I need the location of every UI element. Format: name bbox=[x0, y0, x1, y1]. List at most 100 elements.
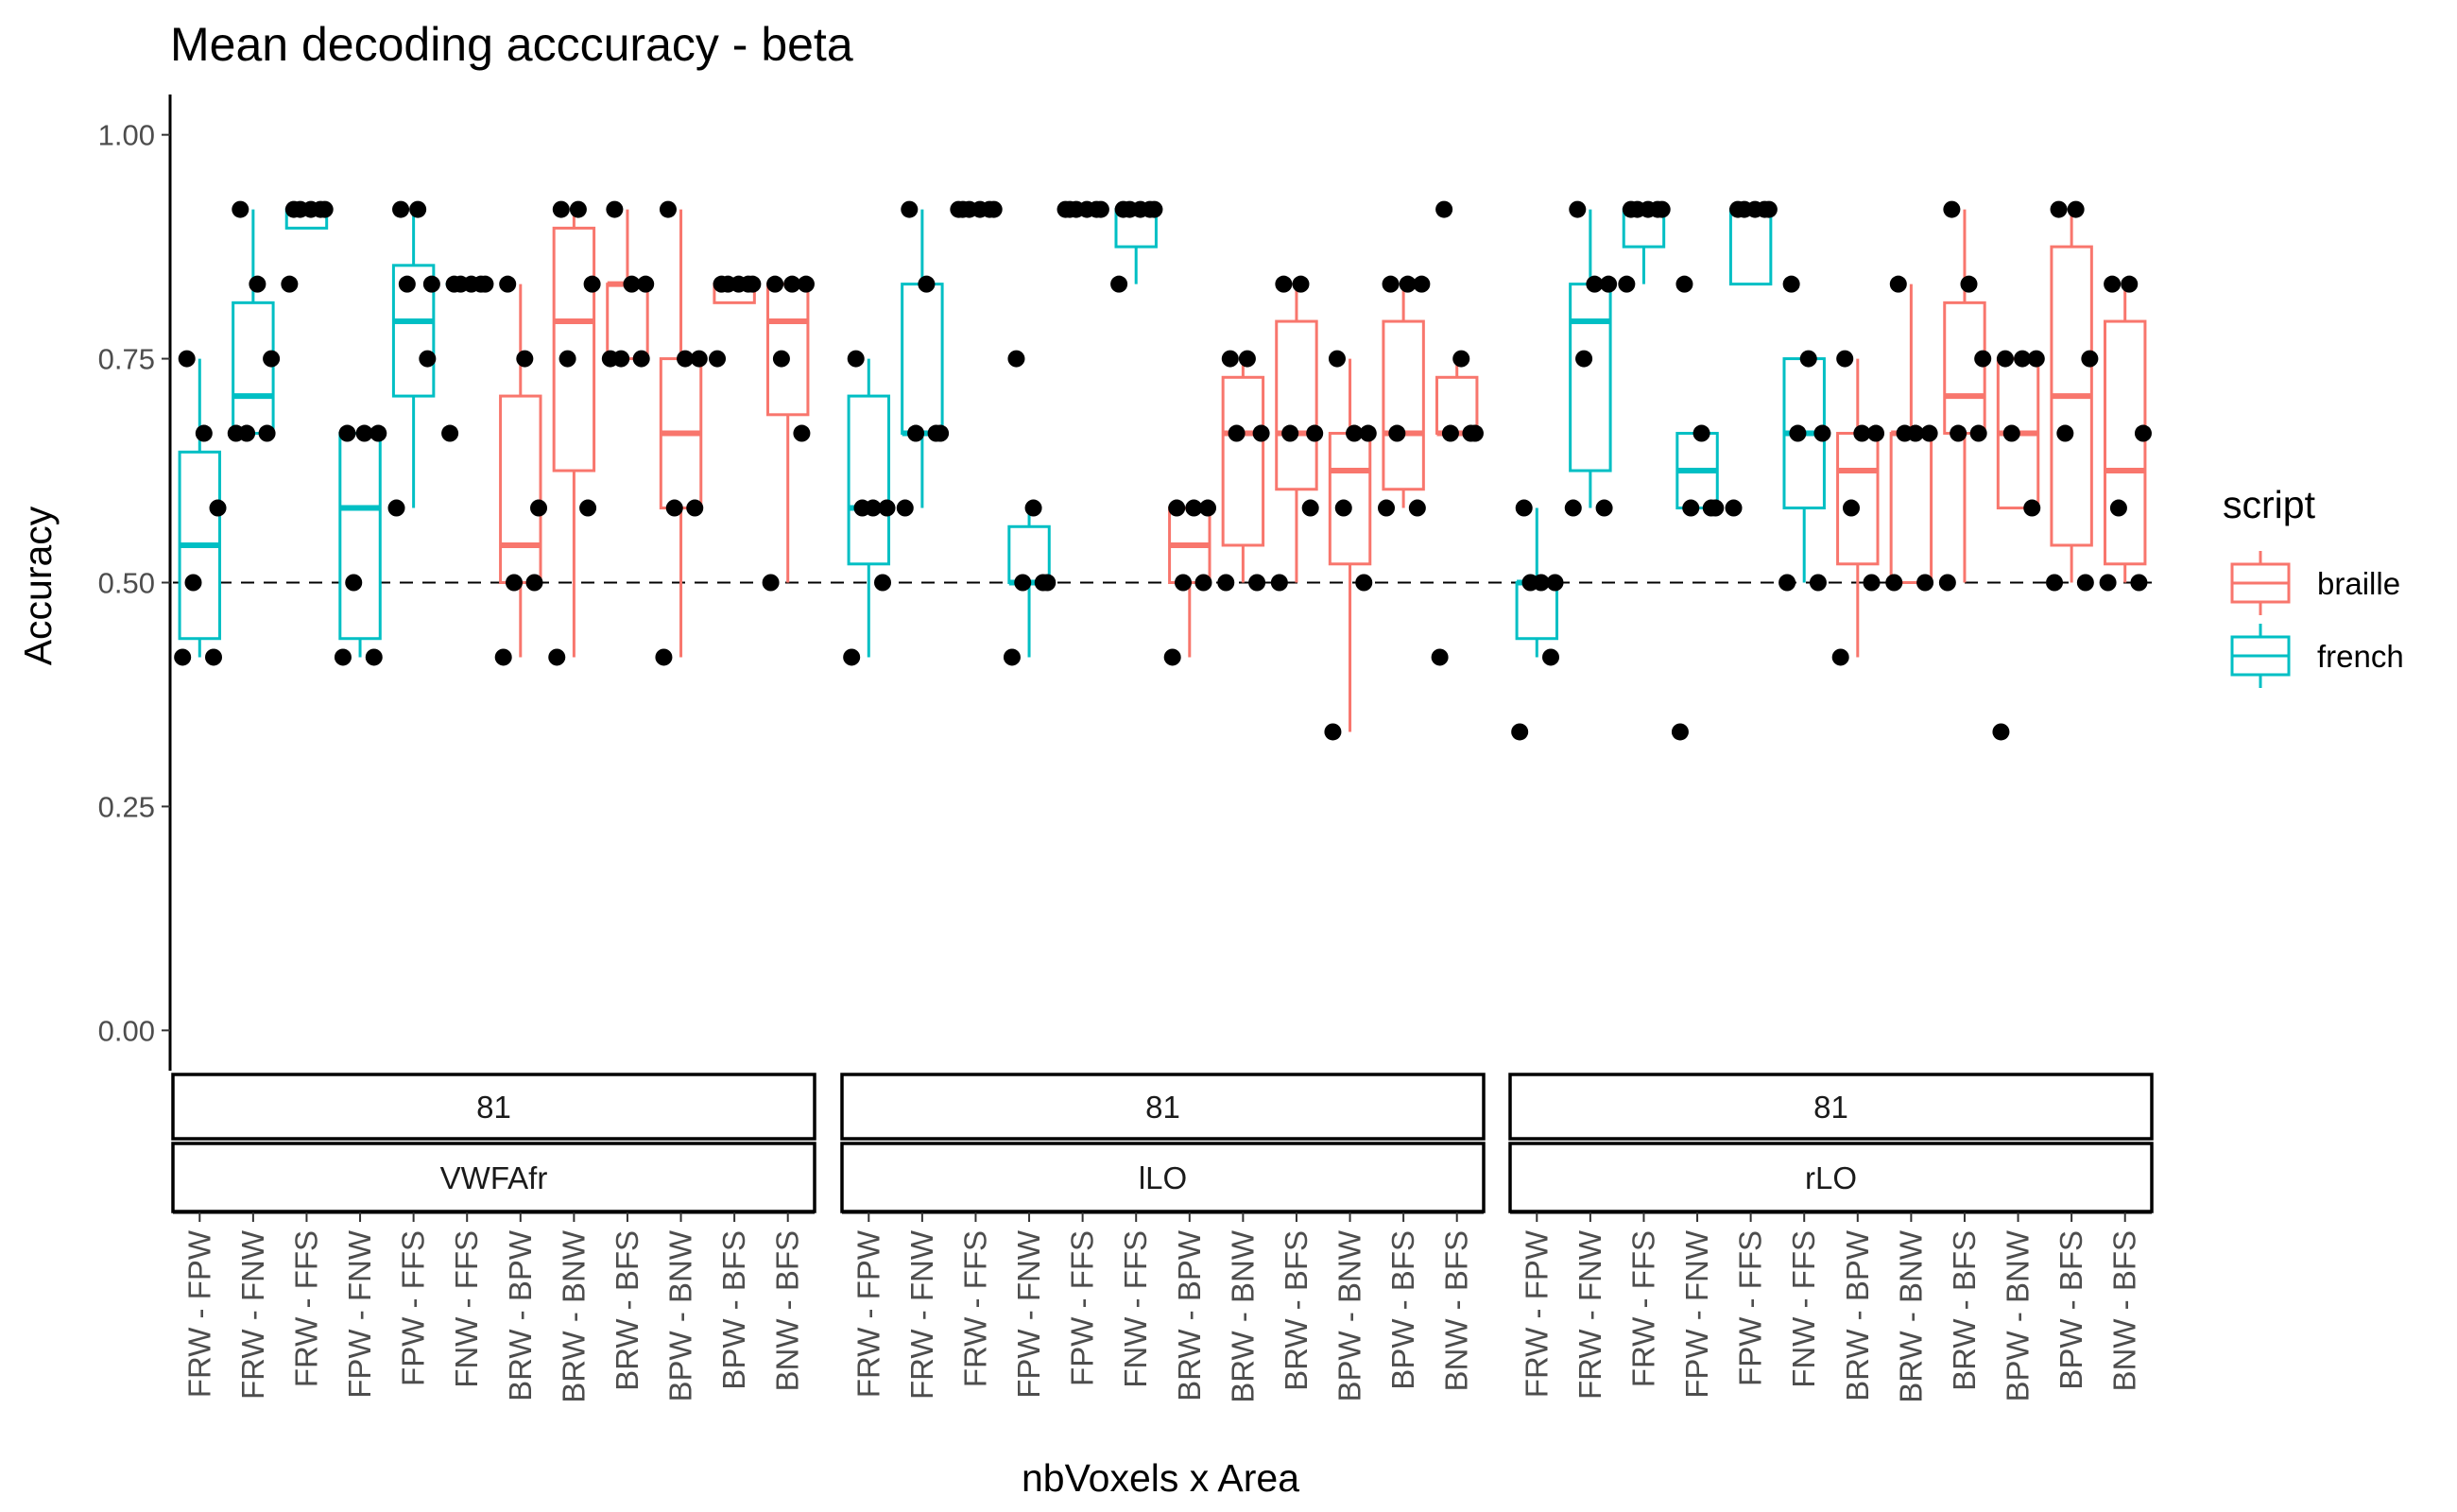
box-body bbox=[1328, 432, 1372, 566]
box-body bbox=[1569, 283, 1612, 472]
data-point bbox=[209, 499, 227, 517]
boxplot-braille bbox=[494, 275, 548, 666]
data-point bbox=[864, 499, 882, 517]
data-point bbox=[1843, 499, 1861, 517]
data-point bbox=[2023, 499, 2041, 517]
data-point bbox=[1778, 574, 1796, 592]
boxplot-french bbox=[281, 200, 334, 293]
boxplot-french bbox=[174, 350, 227, 666]
data-point bbox=[2081, 350, 2099, 368]
chart-title: Mean decoding acccuracy - beta bbox=[170, 18, 853, 71]
data-point bbox=[558, 350, 576, 368]
data-point bbox=[1061, 200, 1079, 218]
data-point bbox=[1511, 723, 1529, 741]
box-body bbox=[2103, 319, 2147, 566]
data-point bbox=[918, 275, 936, 293]
data-point bbox=[1969, 424, 1987, 442]
data-point bbox=[1906, 424, 1924, 442]
data-point bbox=[797, 275, 815, 293]
data-point bbox=[1238, 350, 1256, 368]
data-point bbox=[1682, 499, 1700, 517]
data-point bbox=[1600, 275, 1618, 293]
box-body bbox=[1382, 319, 1425, 491]
data-point bbox=[1515, 499, 1533, 517]
facet-strip-bottom-label: rLO bbox=[1805, 1160, 1857, 1195]
data-point bbox=[632, 350, 650, 368]
data-point bbox=[1217, 574, 1235, 592]
data-point bbox=[1114, 200, 1132, 218]
boxplot-braille bbox=[762, 275, 815, 592]
x-tick-label: BRW - BFS bbox=[1947, 1230, 1982, 1391]
data-point bbox=[1889, 275, 1907, 293]
facet-strip-bottom-label: lLO bbox=[1139, 1160, 1187, 1195]
x-tick-label: BPW - BNW bbox=[663, 1229, 698, 1401]
boxplot-braille bbox=[548, 200, 601, 666]
data-point bbox=[1943, 200, 1961, 218]
data-point bbox=[874, 574, 892, 592]
data-point bbox=[2014, 350, 2032, 368]
box-body bbox=[1836, 432, 1880, 566]
x-tick-label: BRW - BPW bbox=[503, 1229, 538, 1401]
box-body bbox=[1943, 301, 1986, 436]
boxplot-french bbox=[950, 200, 1003, 218]
data-point bbox=[762, 574, 780, 592]
data-point bbox=[2067, 200, 2085, 218]
data-point bbox=[338, 424, 356, 442]
boxplot-french bbox=[441, 275, 494, 442]
x-tick-label: FRW - FNW bbox=[904, 1229, 939, 1400]
data-point bbox=[1382, 275, 1400, 293]
data-point bbox=[2134, 424, 2152, 442]
x-tick-label: FNW - FFS bbox=[449, 1230, 484, 1388]
data-point bbox=[1378, 499, 1396, 517]
data-point bbox=[1252, 424, 1270, 442]
boxplot-braille bbox=[1270, 275, 1324, 592]
boxplot-braille bbox=[2099, 275, 2152, 592]
data-point bbox=[954, 200, 971, 218]
data-point bbox=[1639, 200, 1657, 218]
data-point bbox=[766, 275, 784, 293]
data-point bbox=[525, 574, 543, 592]
data-point bbox=[677, 350, 695, 368]
data-point bbox=[907, 424, 925, 442]
data-point bbox=[1199, 499, 1217, 517]
data-point bbox=[1175, 574, 1193, 592]
data-point bbox=[345, 574, 363, 592]
box-body bbox=[1275, 319, 1318, 491]
facet-strip-top-label: 81 bbox=[1145, 1090, 1180, 1125]
box-body bbox=[606, 283, 649, 361]
data-point bbox=[612, 350, 630, 368]
boxplot-braille bbox=[601, 200, 655, 368]
data-point bbox=[258, 424, 276, 442]
data-point bbox=[205, 648, 223, 666]
box-body bbox=[847, 394, 891, 566]
data-point bbox=[1039, 574, 1057, 592]
data-point bbox=[1575, 350, 1593, 368]
data-point bbox=[2002, 424, 2020, 442]
data-point bbox=[232, 200, 249, 218]
data-point bbox=[1431, 648, 1449, 666]
x-tick-label: FRW - FNW bbox=[235, 1229, 270, 1400]
data-point bbox=[506, 574, 524, 592]
data-point bbox=[1546, 574, 1564, 592]
data-point bbox=[263, 350, 281, 368]
data-point bbox=[1622, 200, 1640, 218]
data-point bbox=[494, 648, 512, 666]
legend-key-french bbox=[2230, 624, 2291, 688]
legend: script braille french bbox=[2223, 483, 2404, 688]
data-point bbox=[971, 200, 988, 218]
facet-strip-top-label: 81 bbox=[1813, 1090, 1848, 1125]
data-point bbox=[1091, 200, 1109, 218]
data-point bbox=[1221, 350, 1239, 368]
data-point bbox=[1014, 574, 1032, 592]
data-point bbox=[1324, 723, 1342, 741]
data-point bbox=[690, 350, 708, 368]
data-point bbox=[409, 200, 427, 218]
boxplot-french bbox=[843, 350, 896, 666]
data-point bbox=[579, 499, 597, 517]
data-point bbox=[1452, 350, 1470, 368]
boxplot-braille bbox=[1163, 499, 1217, 666]
data-point bbox=[530, 499, 548, 517]
data-point bbox=[2027, 350, 2045, 368]
data-point bbox=[1586, 275, 1604, 293]
data-point bbox=[1388, 424, 1406, 442]
